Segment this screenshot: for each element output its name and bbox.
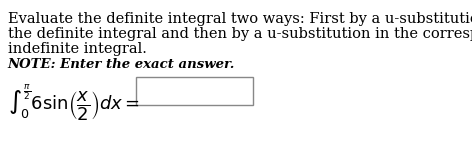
Text: indefinite integral.: indefinite integral. bbox=[8, 42, 147, 56]
Text: Evaluate the definite integral two ways: First by a u-substitution in: Evaluate the definite integral two ways:… bbox=[8, 12, 472, 26]
Text: $\int_0^{\frac{\pi}{2}} 6\sin\!\left(\dfrac{x}{2}\right)dx =$: $\int_0^{\frac{\pi}{2}} 6\sin\!\left(\df… bbox=[8, 83, 140, 124]
FancyBboxPatch shape bbox=[136, 77, 253, 105]
Text: NOTE: Enter the exact answer.: NOTE: Enter the exact answer. bbox=[8, 58, 235, 71]
Text: the definite integral and then by a u-substitution in the corresponding: the definite integral and then by a u-su… bbox=[8, 27, 472, 41]
